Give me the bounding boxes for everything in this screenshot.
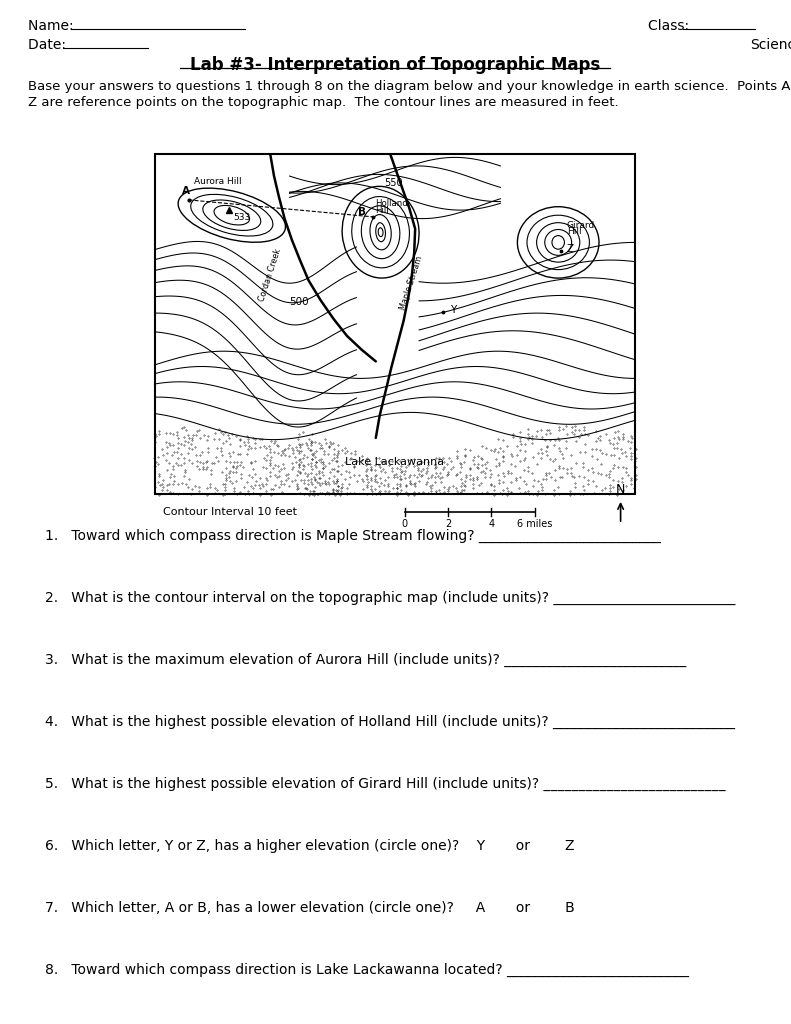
- Text: 2: 2: [445, 519, 451, 529]
- Text: Holland: Holland: [375, 200, 407, 209]
- Text: 533: 533: [233, 213, 251, 222]
- Text: Y: Y: [450, 305, 456, 315]
- Text: Cordan Creek: Cordan Creek: [257, 247, 283, 302]
- Text: Science: Science: [750, 38, 791, 52]
- Text: A: A: [182, 186, 190, 197]
- Text: 550: 550: [384, 178, 403, 187]
- Text: 4: 4: [488, 519, 494, 529]
- Text: 5.   What is the highest possible elevation of Girard Hill (include units)? ____: 5. What is the highest possible elevatio…: [45, 777, 725, 792]
- Text: 3.   What is the maximum elevation of Aurora Hill (include units)? _____________: 3. What is the maximum elevation of Auro…: [45, 653, 687, 668]
- Bar: [155, 154, 635, 494]
- Text: 1.   Toward which compass direction is Maple Stream flowing? ___________________: 1. Toward which compass direction is Map…: [45, 529, 660, 543]
- Text: Z: Z: [567, 244, 574, 254]
- Text: Maple Stream: Maple Stream: [399, 255, 425, 311]
- Text: B: B: [358, 207, 366, 217]
- Text: Lake Lackawanna: Lake Lackawanna: [346, 457, 445, 467]
- Text: 7.   Which letter, A or B, has a lower elevation (circle one)?     A       or   : 7. Which letter, A or B, has a lower ele…: [45, 901, 575, 915]
- Text: Hill: Hill: [375, 206, 388, 215]
- Text: Hill: Hill: [567, 227, 581, 237]
- Text: Aurora Hill: Aurora Hill: [194, 177, 241, 186]
- Text: Girard: Girard: [567, 221, 595, 230]
- Text: 0: 0: [402, 519, 407, 529]
- Text: Z are reference points on the topographic map.  The contour lines are measured i: Z are reference points on the topographi…: [28, 96, 619, 109]
- Text: 4.   What is the highest possible elevation of Holland Hill (include units)? ___: 4. What is the highest possible elevatio…: [45, 715, 735, 729]
- Text: 2.   What is the contour interval on the topographic map (include units)? ______: 2. What is the contour interval on the t…: [45, 591, 736, 605]
- Text: Lab #3- Interpretation of Topographic Maps: Lab #3- Interpretation of Topographic Ma…: [190, 56, 600, 74]
- Text: Date:: Date:: [28, 38, 70, 52]
- Text: 500: 500: [290, 297, 308, 307]
- Text: 8.   Toward which compass direction is Lake Lackawanna located? ________________: 8. Toward which compass direction is Lak…: [45, 963, 689, 977]
- Text: 6.   Which letter, Y or Z, has a higher elevation (circle one)?    Y       or   : 6. Which letter, Y or Z, has a higher el…: [45, 839, 574, 853]
- Text: Name:: Name:: [28, 19, 78, 33]
- Text: Class:: Class:: [648, 19, 694, 33]
- Text: 6 miles: 6 miles: [517, 519, 552, 529]
- Text: Contour Interval 10 feet: Contour Interval 10 feet: [163, 507, 297, 517]
- Text: Base your answers to questions 1 through 8 on the diagram below and your knowled: Base your answers to questions 1 through…: [28, 80, 791, 93]
- Text: N: N: [616, 483, 626, 496]
